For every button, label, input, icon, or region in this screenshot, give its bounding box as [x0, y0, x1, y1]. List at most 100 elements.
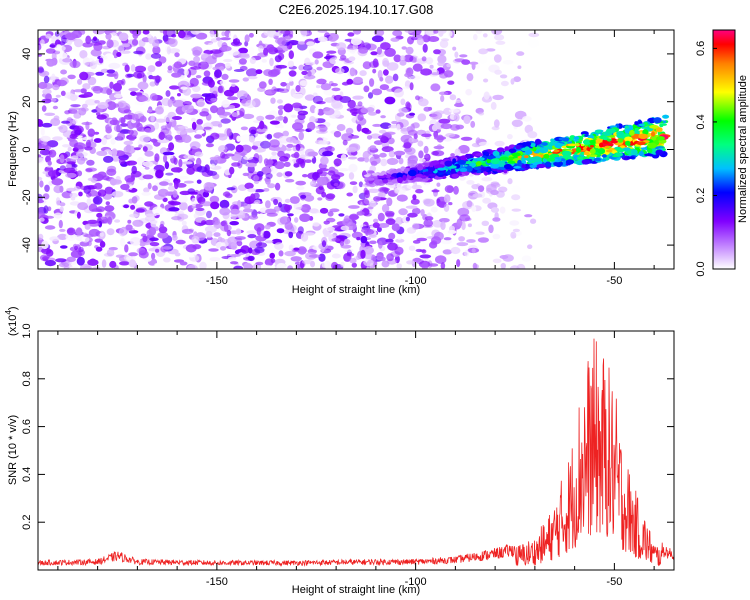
heatmap-cell	[280, 30, 290, 34]
heatmap-cell	[54, 115, 60, 120]
heatmap-cell	[107, 166, 116, 173]
heatmap-cell	[435, 255, 446, 264]
heatmap-cell	[168, 66, 173, 71]
heatmap-cell	[425, 183, 429, 187]
heatmap-cell	[44, 205, 49, 213]
heatmap-cell	[220, 246, 226, 251]
heatmap-cell	[221, 74, 228, 80]
heatmap-cell	[191, 118, 196, 122]
heatmap-cell	[262, 265, 272, 269]
heatmap-cell	[405, 101, 410, 109]
heatmap-cell	[134, 147, 141, 150]
heatmap-cell	[287, 213, 294, 216]
heatmap-cell	[296, 144, 301, 151]
heatmap-cell	[448, 202, 452, 205]
heatmap-cell	[639, 151, 644, 156]
heatmap-cell	[120, 184, 129, 190]
heatmap-cell	[87, 220, 98, 224]
heatmap-cell	[428, 167, 435, 171]
heatmap-cell	[130, 205, 135, 210]
colorbar-tick-label: 0.4	[695, 114, 707, 129]
heatmap-cell	[276, 263, 287, 271]
heatmap-cell	[349, 258, 356, 264]
heatmap-cell	[113, 103, 119, 107]
heatmap-cell	[445, 133, 455, 137]
heatmap-cell	[318, 36, 328, 42]
heatmap-cell	[291, 256, 302, 261]
heatmap-cell	[341, 154, 347, 161]
heatmap-cell	[346, 147, 357, 153]
heatmap-cell	[359, 181, 363, 187]
heatmap-cell	[68, 147, 72, 152]
heatmap-cell	[116, 52, 121, 57]
heatmap-cell	[394, 247, 403, 255]
heatmap-cell	[208, 248, 219, 251]
heatmap-cell	[610, 140, 618, 143]
heatmap-cell	[280, 82, 287, 87]
heatmap-cell	[357, 211, 365, 216]
heatmap-cell	[589, 154, 598, 157]
y-tick-label: 20	[21, 96, 33, 108]
heatmap-cell	[360, 250, 365, 259]
heatmap-cell	[70, 104, 80, 107]
heatmap-cell	[304, 232, 314, 235]
heatmap-cell	[145, 167, 150, 170]
heatmap-cell	[342, 82, 350, 86]
heatmap-cell	[444, 204, 450, 212]
heatmap-cell	[444, 237, 452, 240]
heatmap-cell	[348, 135, 359, 139]
heatmap-cell	[440, 40, 449, 48]
heatmap-cell	[265, 200, 271, 208]
heatmap-cell	[67, 161, 76, 164]
heatmap-cell	[260, 141, 271, 149]
heatmap-cell	[144, 128, 151, 133]
heatmap-cell	[507, 178, 512, 184]
heatmap-cell	[77, 202, 88, 210]
heatmap-cell	[132, 220, 143, 227]
heatmap-cell	[227, 187, 236, 190]
heatmap-cell	[476, 232, 485, 235]
heatmap-cell	[219, 208, 230, 216]
heatmap-cell	[229, 135, 233, 140]
heatmap-cell	[133, 71, 144, 79]
heatmap-cell	[629, 130, 635, 136]
heatmap-cell	[547, 146, 553, 150]
heatmap-cell	[508, 161, 516, 164]
heatmap-cell	[110, 120, 120, 126]
heatmap-cell	[421, 134, 432, 138]
heatmap-cell	[114, 219, 120, 223]
heatmap-cell	[151, 53, 161, 59]
heatmap-cell	[644, 154, 653, 157]
heatmap-cell	[196, 75, 202, 78]
heatmap-cell	[412, 223, 420, 230]
heatmap-cell	[412, 122, 420, 128]
heatmap-cell	[102, 175, 110, 180]
heatmap-cell	[163, 257, 171, 262]
heatmap-cell	[500, 207, 506, 214]
heatmap-cell	[424, 154, 429, 158]
heatmap-cell	[182, 229, 194, 234]
heatmap-cell	[204, 164, 210, 173]
heatmap-cell	[306, 62, 315, 66]
heatmap-cell	[286, 148, 292, 151]
heatmap-cell	[43, 193, 50, 199]
heatmap-cell	[111, 138, 116, 144]
heatmap-cell	[101, 137, 107, 145]
heatmap-cell	[150, 93, 158, 101]
heatmap-cell	[124, 109, 132, 113]
heatmap-cell	[147, 34, 152, 39]
heatmap-cell	[117, 132, 125, 140]
heatmap-cell	[42, 123, 53, 128]
heatmap-cell	[136, 123, 143, 132]
heatmap-cell	[395, 187, 406, 194]
heatmap-cell	[468, 223, 472, 227]
heatmap-cell	[247, 188, 256, 192]
heatmap-cell	[334, 95, 343, 101]
heatmap-cell	[229, 221, 239, 225]
heatmap-cell	[528, 131, 538, 138]
heatmap-cell	[350, 181, 357, 185]
heatmap-cell	[140, 116, 147, 123]
heatmap-cell	[463, 115, 470, 124]
heatmap-cell	[36, 177, 43, 181]
heatmap-cell	[246, 230, 256, 234]
